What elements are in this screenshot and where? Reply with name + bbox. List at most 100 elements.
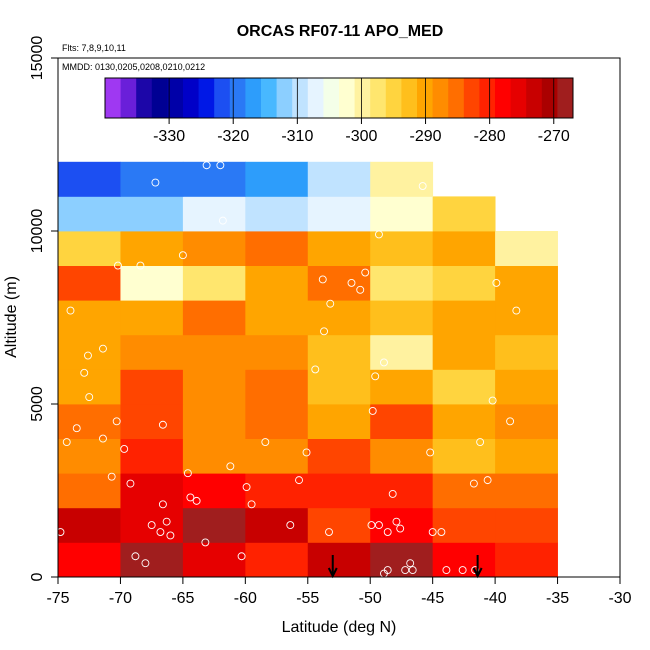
- y-axis-label: Altitude (m): [3, 276, 20, 358]
- colorbar-tick-label: -330: [153, 128, 185, 145]
- observation-point: [383, 528, 392, 536]
- observation-point: [356, 285, 365, 294]
- colorbar-frame: [104, 77, 574, 119]
- heatmap-cell: [182, 265, 246, 301]
- heatmap-cell: [245, 438, 309, 474]
- observation-point: [392, 517, 401, 526]
- observation-point: [201, 538, 210, 547]
- heatmap-cell: [120, 300, 184, 336]
- observation-point: [492, 278, 501, 287]
- colorbar-segment: [354, 78, 371, 118]
- observation-point: [242, 483, 251, 491]
- heatmap-cell: [370, 231, 434, 266]
- observation-point: [247, 500, 256, 509]
- heatmap-cell: [245, 369, 309, 405]
- colorbar-segment: [339, 78, 356, 118]
- observation-point: [320, 327, 328, 336]
- observation-point: [162, 517, 171, 526]
- observation-point: [396, 524, 405, 533]
- heatmap-cell: [182, 507, 246, 543]
- observation-point: [347, 278, 356, 287]
- y-tick-label: 15000: [29, 36, 46, 81]
- colorbar-segment: [370, 78, 387, 118]
- observation-point: [437, 528, 446, 536]
- heatmap-cell: [307, 404, 371, 439]
- colorbar-segment: [276, 78, 293, 118]
- observation-point: [166, 531, 175, 540]
- heatmap-cell: [245, 265, 309, 301]
- observation-point: [113, 261, 122, 270]
- heatmap-cell: [58, 542, 121, 578]
- observation-points: [56, 161, 521, 578]
- heatmap-cell: [495, 334, 558, 370]
- heatmap-cells: [58, 161, 558, 578]
- heatmap-cell: [182, 161, 246, 197]
- heatmap-cell: [370, 300, 434, 336]
- colorbar-segment: [432, 78, 449, 118]
- observation-point: [442, 566, 451, 575]
- observation-point: [66, 306, 75, 315]
- heatmap-cell: [58, 507, 121, 543]
- heatmap-cell: [120, 334, 184, 370]
- observation-point: [426, 448, 435, 457]
- flights-annotation: Flts: 7,8,9,10,11: [62, 43, 126, 53]
- observation-point: [147, 521, 156, 530]
- observation-point: [85, 393, 94, 402]
- observation-point: [375, 230, 383, 239]
- heatmap-cell: [182, 231, 246, 266]
- heatmap-cell: [307, 334, 371, 370]
- heatmap-cell: [495, 265, 558, 301]
- observation-point: [469, 479, 478, 488]
- heatmap-cell: [182, 404, 246, 439]
- heatmap-cell: [370, 404, 434, 439]
- heatmap-cell: [120, 161, 184, 197]
- colorbar-segment: [105, 78, 122, 118]
- observation-point: [226, 462, 235, 471]
- observation-point: [80, 368, 89, 377]
- observation-point: [99, 344, 107, 353]
- y-axis: 0 5000 10000 15000: [29, 36, 58, 581]
- heatmap-cell: [307, 542, 371, 578]
- colorbar-segment: [323, 78, 340, 118]
- heatmap-cell: [495, 542, 558, 578]
- heatmap-cell: [495, 438, 558, 474]
- observation-point: [192, 496, 201, 505]
- heatmap-cell: [370, 438, 434, 474]
- observation-point: [471, 566, 480, 575]
- heatmap-cell: [58, 265, 121, 301]
- observation-point: [218, 216, 227, 225]
- y-tick-label: 0: [29, 572, 46, 581]
- colorbar-segment: [120, 78, 137, 118]
- heatmap-cell: [495, 369, 558, 405]
- observation-point: [380, 358, 388, 367]
- x-axis-label: Latitude (deg N): [282, 619, 397, 636]
- observation-point: [183, 469, 192, 478]
- observation-point: [99, 434, 107, 443]
- heatmap-cell: [182, 196, 246, 232]
- colorbar-tick-label: -290: [410, 128, 442, 145]
- location-arrows: [327, 555, 483, 579]
- heatmap-cell: [182, 369, 246, 405]
- heatmap-cell: [245, 231, 309, 266]
- heatmap-cell: [307, 438, 371, 474]
- observation-point: [318, 275, 327, 284]
- x-tick-label: -50: [359, 590, 382, 607]
- arrow-marker: [327, 555, 338, 579]
- x-tick-label: -35: [546, 590, 569, 607]
- x-tick-label: -55: [296, 590, 319, 607]
- x-tick-label: -65: [171, 590, 194, 607]
- observation-point: [120, 445, 129, 453]
- colorbar-segment: [557, 78, 574, 118]
- heatmap-cell: [58, 438, 121, 474]
- heatmap-cell: [120, 196, 184, 232]
- heatmap-cell: [245, 473, 309, 509]
- heatmap-cell: [245, 542, 309, 578]
- heatmap-cell: [58, 196, 121, 232]
- heatmap-cell: [182, 542, 246, 578]
- heatmap-cell: [432, 196, 496, 232]
- observation-point: [186, 493, 195, 502]
- heatmap-cell: [182, 438, 246, 474]
- colorbar-segment: [245, 78, 262, 118]
- chart-title: ORCAS RF07-11 APO_MED: [237, 23, 444, 40]
- observation-point: [483, 476, 492, 485]
